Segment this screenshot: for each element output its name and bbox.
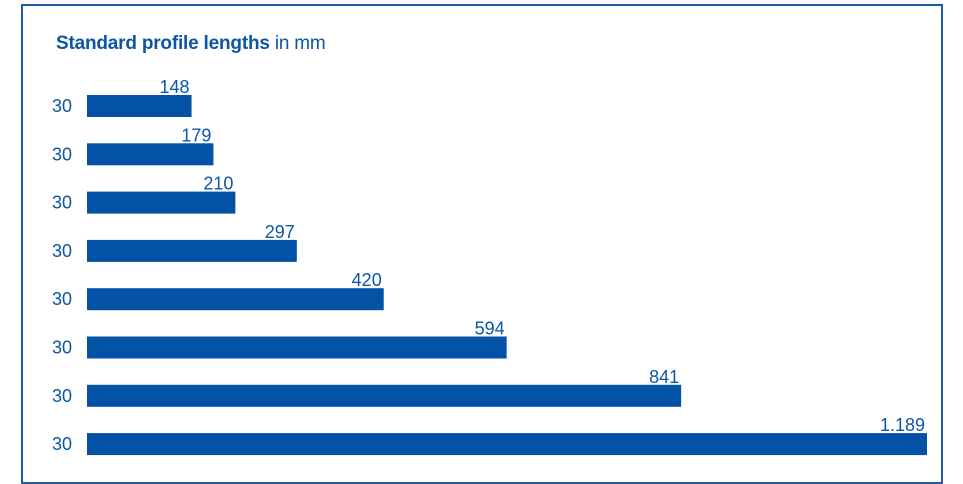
category-label: 30 xyxy=(52,434,72,454)
category-label: 30 xyxy=(52,193,72,213)
bar-chart: 30 148 30 179 30 210 30 297 30 420 30 594 30 841 30 1.1… xyxy=(52,77,927,456)
value-label: 179 xyxy=(181,125,211,145)
bar xyxy=(87,288,384,311)
category-label: 30 xyxy=(52,144,72,164)
bar xyxy=(87,336,507,359)
category-label: 30 xyxy=(52,241,72,261)
category-label: 30 xyxy=(52,96,72,116)
value-label: 841 xyxy=(649,367,679,387)
category-label: 30 xyxy=(52,386,72,406)
chart-title-unit: in mm xyxy=(274,33,326,54)
value-label: 420 xyxy=(352,270,382,290)
value-label: 1.189 xyxy=(880,415,925,435)
bar xyxy=(87,143,214,166)
value-label: 210 xyxy=(203,174,233,194)
category-label: 30 xyxy=(52,289,72,309)
bar xyxy=(87,384,682,407)
value-label: 148 xyxy=(160,77,190,97)
bar xyxy=(87,433,927,456)
bar xyxy=(87,95,192,117)
category-label: 30 xyxy=(52,338,72,358)
chart-title: Standard profile lengths in mm xyxy=(56,33,326,55)
value-label: 594 xyxy=(475,319,505,339)
value-label: 297 xyxy=(265,222,295,242)
bar xyxy=(87,239,297,262)
bar xyxy=(87,191,236,214)
chart-title-main: Standard profile lengths xyxy=(56,33,270,54)
